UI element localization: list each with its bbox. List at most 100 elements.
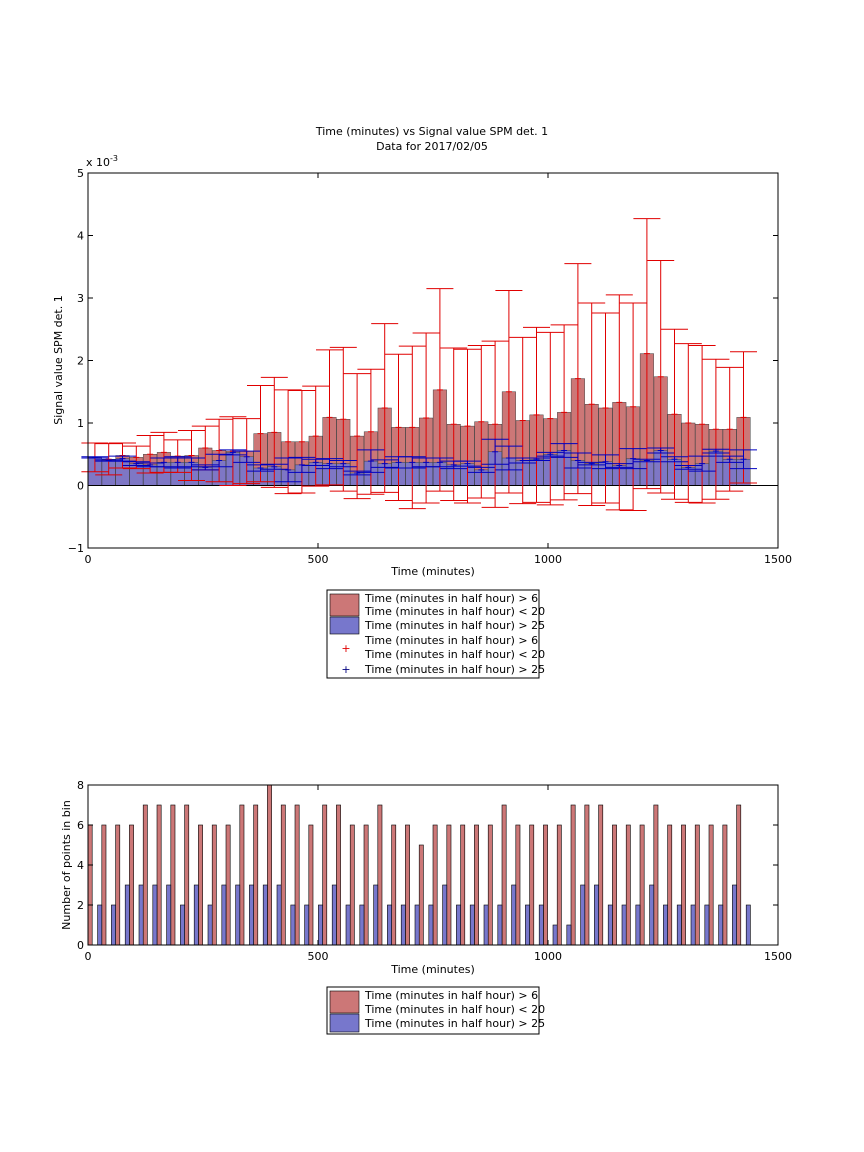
- x-tick-label: 1000: [534, 553, 562, 566]
- count-bar-blue: [138, 884, 144, 946]
- count-bar-blue: [511, 884, 517, 946]
- count-bar-red: [363, 824, 369, 946]
- count-bar-red: [639, 824, 645, 946]
- count-bar-blue: [525, 904, 530, 946]
- y-tick-label: 5: [77, 167, 84, 180]
- count-bar-red: [405, 824, 410, 946]
- count-bar-red: [198, 824, 203, 946]
- count-bar-red: [239, 804, 245, 946]
- count-bar-blue: [290, 904, 296, 946]
- count-bar-red: [156, 804, 162, 946]
- legend-entry: Time (minutes in half hour) > 6: [364, 592, 538, 605]
- count-bar-red: [460, 824, 466, 946]
- legend-entry: Time (minutes in half hour) > 6: [364, 989, 538, 1002]
- count-bar-red: [280, 804, 286, 946]
- count-bar-red: [377, 804, 383, 946]
- count-bar-red: [584, 804, 590, 946]
- signal-chart: Time (minutes) vs Signal value SPM det. …: [52, 125, 792, 679]
- legend-entry: Time (minutes in half hour) > 25: [364, 1017, 545, 1030]
- axis-ticks: 0 500 1000 1500 0 2 4 6 8: [77, 779, 792, 963]
- count-bar-blue: [456, 904, 461, 946]
- chart-subtitle: Data for 2017/02/05: [376, 140, 488, 153]
- count-bar-red: [225, 824, 231, 946]
- count-bar-blue: [745, 904, 751, 946]
- count-bar-blue: [663, 904, 668, 946]
- count-bar-blue: [607, 904, 613, 946]
- y-tick-label: 0: [77, 480, 84, 493]
- count-bar-blue: [718, 904, 724, 946]
- count-bar-red: [432, 824, 438, 946]
- legend-box: [326, 986, 540, 1035]
- count-bar-blue: [235, 884, 241, 946]
- count-bar-blue: [704, 904, 710, 946]
- count-bar-red: [556, 824, 562, 946]
- count-bar-blue: [304, 904, 310, 946]
- count-bar-red: [129, 824, 134, 946]
- count-bar-red: [446, 824, 452, 946]
- y-tick-label: 4: [77, 230, 84, 243]
- count-bar-red: [308, 824, 314, 946]
- x-axis-label: Time (minutes): [390, 963, 475, 976]
- count-bar-blue: [414, 904, 420, 946]
- count-bar-blue: [594, 884, 599, 946]
- count-bar-blue: [221, 884, 227, 946]
- legend-blue-plus-icon: +: [341, 663, 350, 676]
- legend-red-patch: [329, 990, 360, 1014]
- x-tick-label: 500: [308, 553, 329, 566]
- count-bar-blue: [97, 904, 103, 946]
- count-bar-red: [487, 824, 493, 946]
- y-axis-label: Signal value SPM det. 1: [52, 295, 65, 425]
- legend-entry: Time (minutes in half hour) > 25: [364, 619, 545, 632]
- y-tick-label: −1: [68, 542, 84, 555]
- legend-box: [326, 589, 540, 679]
- chart-title: Time (minutes) vs Signal value SPM det. …: [315, 125, 548, 138]
- count-bar-blue: [483, 904, 489, 946]
- count-bar-blue: [566, 924, 572, 946]
- count-bar-red: [253, 804, 259, 946]
- y-tick-label: 2: [77, 899, 84, 912]
- count-bar-blue: [538, 904, 544, 946]
- count-bar-blue: [345, 904, 351, 946]
- count-bar-red: [543, 824, 548, 946]
- x-tick-label: 0: [85, 553, 92, 566]
- count-bar-blue: [152, 884, 158, 946]
- legend-red-patch: [329, 593, 360, 617]
- count-bar-blue: [676, 904, 682, 946]
- x-tick-label: 1500: [764, 950, 792, 963]
- x-tick-label: 1000: [534, 950, 562, 963]
- y-tick-label: 3: [77, 292, 84, 305]
- x-tick-label: 1500: [764, 553, 792, 566]
- count-bar-blue: [497, 904, 503, 946]
- signal-legend: + + Time (minutes in half hour) > 6 Time…: [326, 589, 545, 679]
- count-bar-red: [625, 824, 631, 946]
- count-bar-red: [184, 804, 190, 946]
- count-bar-red: [101, 824, 107, 946]
- y-tick-label: 8: [77, 779, 84, 792]
- count-bar-blue: [262, 884, 268, 946]
- y-tick-label: 2: [77, 355, 84, 368]
- count-bar-red: [115, 824, 121, 946]
- x-tick-label: 0: [85, 950, 92, 963]
- count-legend: Time (minutes in half hour) > 6 Time (mi…: [326, 986, 545, 1035]
- count-bar-red: [501, 804, 507, 946]
- count-bar-red: [515, 824, 521, 946]
- count-bar-blue: [649, 884, 655, 946]
- count-bar-blue: [732, 884, 737, 946]
- count-bar-red: [598, 804, 604, 946]
- count-bar-red: [570, 804, 576, 946]
- count-bar-blue: [193, 884, 199, 946]
- count-bar-blue: [373, 884, 379, 946]
- count-bar-blue: [621, 904, 627, 946]
- count-bar-blue: [469, 904, 475, 946]
- count-bar-blue: [552, 924, 558, 946]
- count-bar-blue: [635, 904, 641, 946]
- count-bar-red: [681, 824, 686, 946]
- count-bar-blue: [442, 884, 448, 946]
- count-bar-blue: [166, 884, 172, 946]
- y-tick-label: 4: [77, 859, 84, 872]
- count-bar-red: [170, 804, 176, 946]
- count-bar-red: [529, 824, 535, 946]
